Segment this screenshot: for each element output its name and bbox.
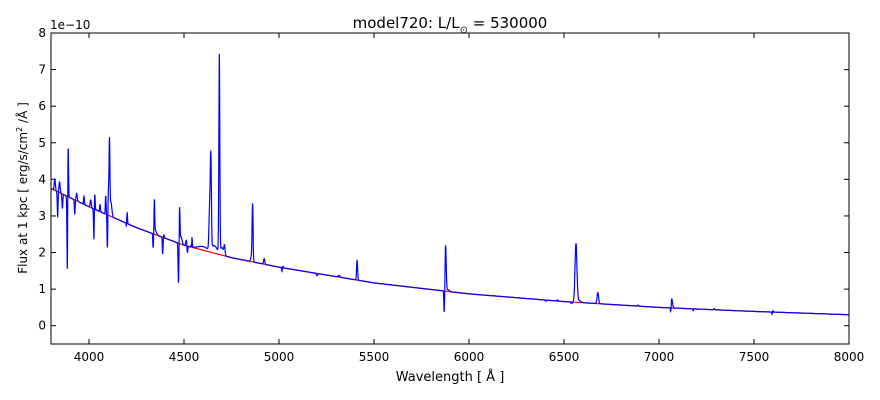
- y-tick-label: 8: [38, 26, 46, 40]
- x-tick-label: 6000: [454, 350, 485, 364]
- spectrum-line: [50, 53, 849, 316]
- axes-frame: [50, 32, 850, 345]
- y-tick-label: 4: [38, 172, 46, 186]
- x-tick-label: 7500: [739, 350, 770, 364]
- y-tick-label: 0: [38, 319, 46, 333]
- plot-area: [50, 53, 849, 316]
- y-offset-label: 1e−10: [50, 18, 90, 32]
- x-tick-label: 4000: [74, 350, 105, 364]
- y-tick-label: 5: [38, 136, 46, 150]
- y-tick-label: 2: [38, 246, 46, 260]
- x-tick-label: 8000: [834, 350, 865, 364]
- x-axis: 4000 4500 5000 5500 6000 6500 7000 7500 8000: [74, 33, 865, 364]
- y-axis-label: Flux at 1 kpc [ erg/s/cm2 /Å ]: [15, 102, 30, 274]
- y-tick-label: 3: [38, 209, 46, 223]
- continuum-line: [50, 187, 849, 316]
- x-tick-label: 5000: [264, 350, 295, 364]
- x-tick-label: 5500: [359, 350, 390, 364]
- y-axis: 0 1 2 3 4 5 6 7 8: [38, 26, 849, 333]
- chart-title: model720: L/L⊙ = 530000: [353, 14, 548, 36]
- x-tick-label: 4500: [169, 350, 200, 364]
- x-tick-label: 6500: [549, 350, 580, 364]
- x-axis-label: Wavelength [ Å ]: [396, 369, 505, 385]
- y-tick-label: 7: [38, 63, 46, 77]
- y-tick-label: 6: [38, 99, 46, 113]
- y-tick-label: 1: [38, 282, 46, 296]
- x-tick-label: 7000: [644, 350, 675, 364]
